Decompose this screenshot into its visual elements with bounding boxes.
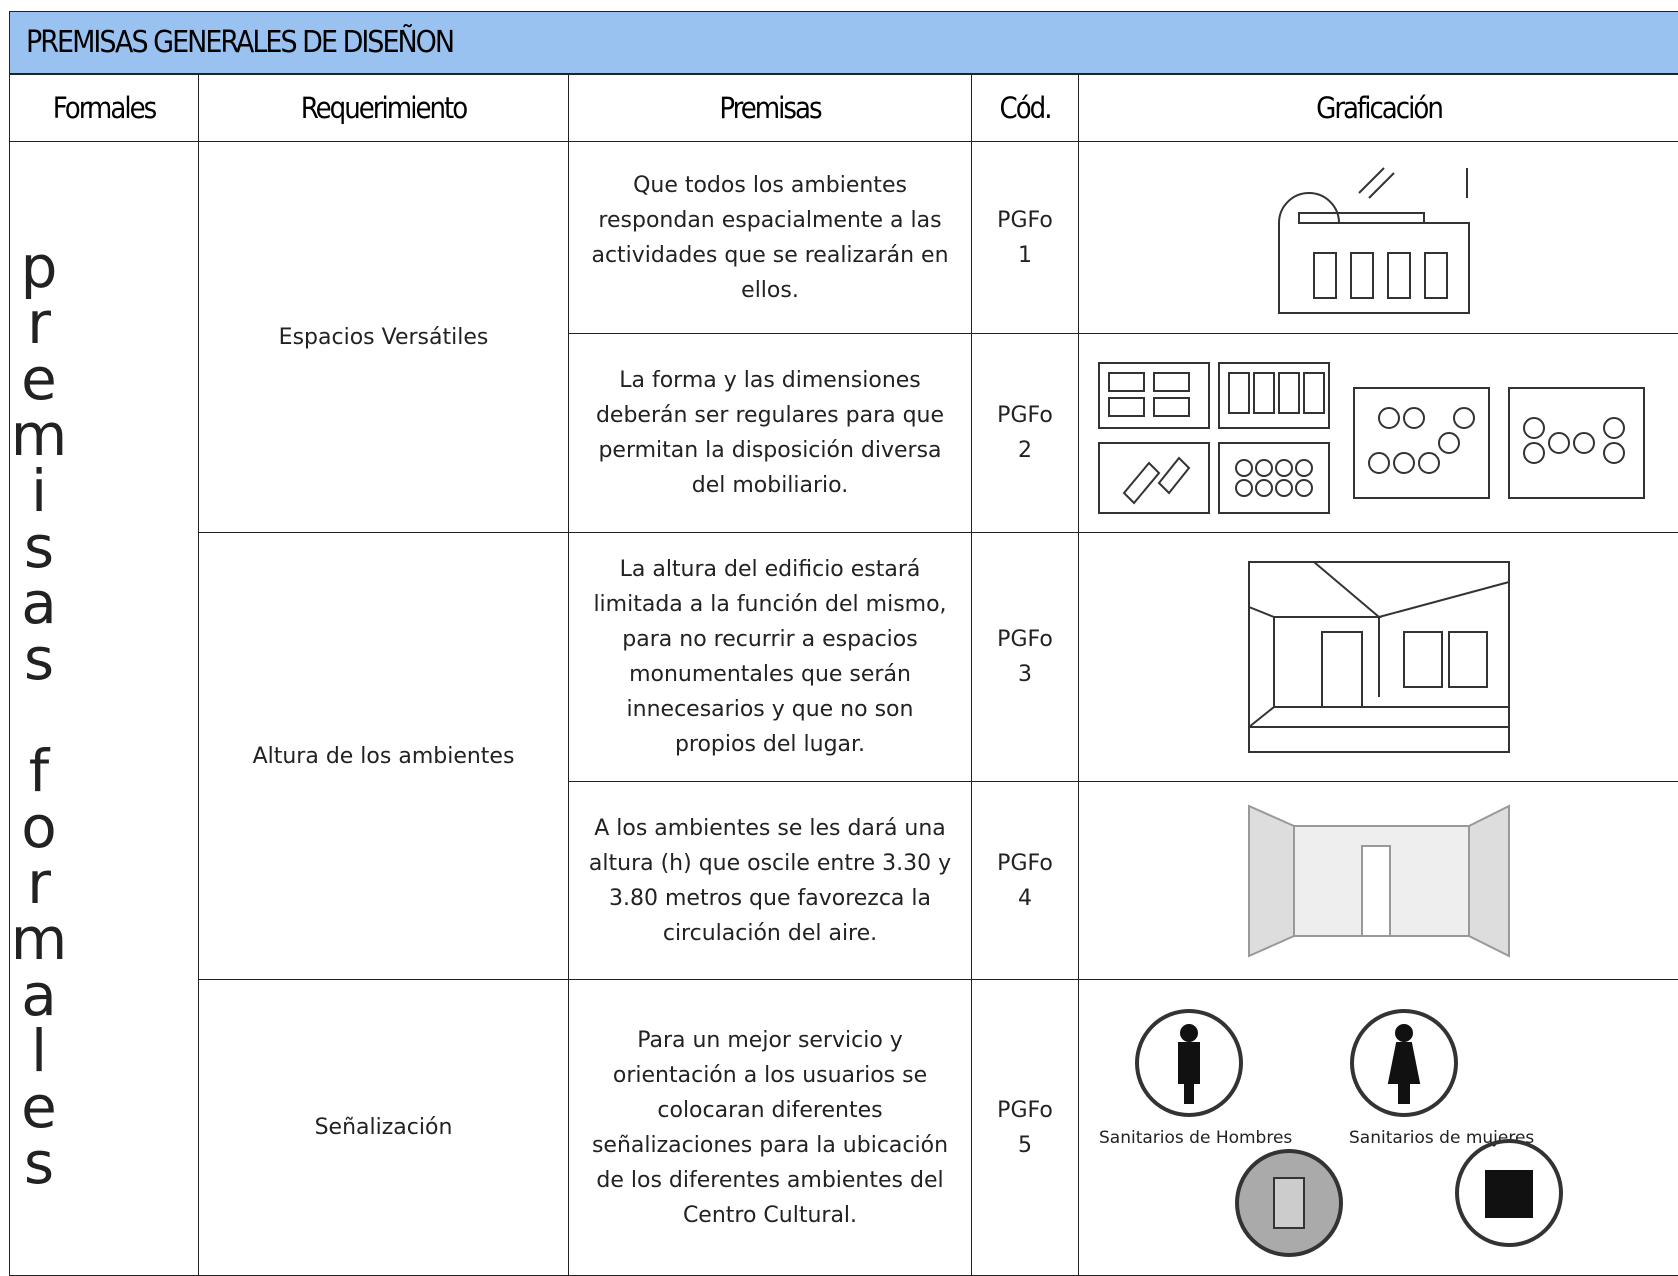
group-label: premisas formales — [10, 233, 68, 1185]
code-cell: PGFo 4 — [972, 782, 1079, 980]
icon-label: Sanitarios de mujeres — [1349, 1128, 1534, 1148]
requirement: Espacios Versátiles — [199, 142, 569, 533]
sketch — [1089, 343, 1669, 523]
group-cell: premisas formales — [10, 142, 199, 1276]
sketch — [1244, 557, 1514, 757]
graphic-cell — [1079, 782, 1678, 980]
column-header: Graficación — [1079, 75, 1678, 142]
requirement: Altura de los ambientes — [199, 533, 569, 980]
graphic-cell — [1079, 334, 1678, 533]
premises-table: Formales Requerimiento Premisas Cód. Gra… — [9, 74, 1678, 1276]
premise: La forma y las dimensiones deberán ser r… — [569, 334, 972, 533]
icon-label: Sanitarios de Hombres — [1099, 1128, 1292, 1148]
graphic-cell — [1079, 533, 1678, 782]
sketch — [1259, 153, 1499, 323]
row: Señalización Para un mejor servicio y or… — [10, 980, 1678, 1276]
sketch — [1244, 801, 1514, 961]
code-cell: PGFo 1 — [972, 142, 1079, 334]
column-header: Requerimiento — [199, 75, 569, 142]
graphic-cell: Sanitarios de Hombres Sanitarios de mujer… — [1079, 980, 1678, 1276]
code-cell: PGFo 2 — [972, 334, 1079, 533]
code-cell: PGFo 5 — [972, 980, 1079, 1276]
code: PGFo 2 — [995, 398, 1055, 468]
header-row: Formales Requerimiento Premisas Cód. Gra… — [10, 75, 1678, 142]
code: PGFo 5 — [995, 1093, 1055, 1163]
column-header: Premisas — [569, 75, 972, 142]
column-header: Cód. — [972, 75, 1079, 142]
premise: Para un mejor servicio y orientación a l… — [569, 980, 972, 1276]
row: Altura de los ambientes La altura del ed… — [10, 533, 1678, 782]
code: PGFo 4 — [995, 846, 1055, 916]
graphic-cell — [1079, 142, 1678, 334]
code: PGFo 1 — [995, 203, 1055, 273]
code: PGFo 3 — [995, 622, 1055, 692]
row: premisas formales Espacios Versátiles Qu… — [10, 142, 1678, 334]
page-title: PREMISAS GENERALES DE DISEÑON — [9, 11, 1678, 74]
code-cell: PGFo 3 — [972, 533, 1079, 782]
premise: A los ambientes se les dará una altura (… — [569, 782, 972, 980]
icons: Sanitarios de Hombres Sanitarios de mujer… — [1084, 993, 1674, 1263]
column-header: Formales — [10, 75, 199, 142]
premise: Que todos los ambientes respondan espaci… — [569, 142, 972, 334]
requirement: Señalización — [199, 980, 569, 1276]
premise: La altura del edificio estará limitada a… — [569, 533, 972, 782]
